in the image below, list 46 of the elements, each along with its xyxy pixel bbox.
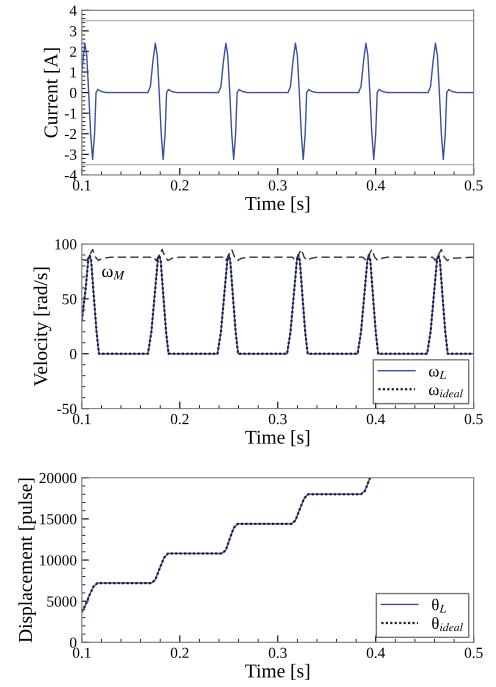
y-tick-label: 0	[70, 637, 76, 648]
legend-label: θ$_{L}$	[432, 598, 446, 612]
y-tick-label: -2	[64, 128, 76, 140]
y-tick-label: 10000	[40, 555, 76, 566]
line-series	[82, 248, 474, 262]
y-tick-label: 5000	[47, 596, 76, 607]
y-tick-label: 2	[70, 46, 76, 57]
y-tick-label: 0	[70, 88, 76, 98]
annotation: ω$_{M}$	[102, 268, 125, 280]
y-tick-label: 20000	[39, 472, 76, 484]
legend-label: ω$_{ideal}$	[429, 387, 463, 398]
y-tick-label: -1	[64, 108, 76, 118]
x-tick-label: 0.3	[268, 414, 287, 424]
x-tick-label: 0.1	[72, 180, 90, 191]
x-tick-label: 0.2	[170, 648, 189, 658]
x-tick-label: 0.4	[366, 414, 386, 424]
x-tick-label: 0.1	[72, 414, 90, 424]
x-tick-label: 0.5	[464, 180, 483, 191]
y-tick-label: 1	[70, 67, 76, 78]
y-tick-label: -50	[57, 404, 76, 414]
x-tick-label: 0.1	[72, 648, 90, 658]
y-tick-label: 15000	[40, 514, 76, 524]
x-tick-label: 0.4	[366, 648, 386, 658]
y-tick-label: -4	[64, 170, 77, 180]
x-axis-title: Time [s]	[245, 196, 310, 212]
x-axis-title: Time [s]	[245, 664, 310, 680]
x-tick-label: 0.4	[366, 180, 386, 191]
x-tick-label: 0.3	[268, 648, 287, 658]
y-tick-label: 100	[55, 239, 76, 250]
line-series	[82, 42, 474, 160]
y-axis-title: Displacement [pulse]	[18, 478, 36, 642]
y-axis-title: Current [A]	[44, 48, 60, 138]
y-tick-label: 4	[70, 6, 77, 16]
y-axis-title: Velocity [rad/s]	[34, 268, 52, 386]
y-tick-label: 3	[70, 26, 76, 36]
legend-label: θ$_{ideal}$	[432, 617, 463, 632]
x-tick-label: 0.5	[464, 414, 483, 424]
x-axis-title: Time [s]	[245, 430, 310, 446]
x-tick-label: 0.2	[170, 414, 189, 424]
x-tick-label: 0.5	[464, 648, 483, 658]
x-tick-label: 0.2	[170, 180, 189, 191]
y-tick-label: 0	[70, 348, 76, 360]
y-tick-label: 50	[62, 294, 76, 304]
y-tick-label: -3	[64, 150, 76, 160]
legend-label: ω$_{L}$	[429, 368, 446, 379]
x-tick-label: 0.3	[268, 180, 287, 191]
